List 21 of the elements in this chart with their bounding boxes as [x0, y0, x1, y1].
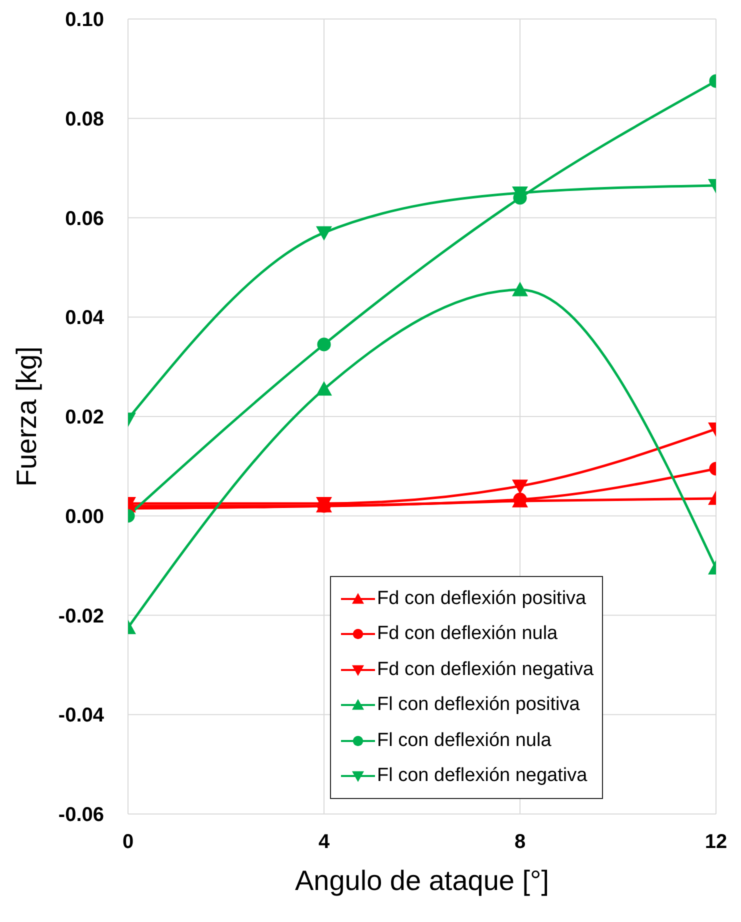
y-tick-label: 0.08	[65, 108, 104, 130]
x-tick-label: 12	[704, 831, 728, 854]
legend-label: Fl con deflexión positiva	[377, 694, 580, 716]
x-tick-label: 0	[122, 831, 134, 854]
y-tick-label: 0.00	[65, 506, 104, 528]
x-tick-label: 8	[514, 831, 526, 854]
y-tick-label: -0.06	[58, 804, 104, 826]
y-tick-label: 0.02	[65, 406, 104, 429]
legend-label: Fl con deflexión negativa	[377, 765, 588, 788]
y-tick-label: 0.04	[65, 307, 105, 330]
legend-label: Fd con deflexión positiva	[377, 588, 586, 610]
y-tick-label: -0.04	[58, 704, 105, 727]
legend-label: Fd con deflexión negativa	[377, 658, 594, 681]
legend-label: Fd con deflexión nula	[377, 623, 558, 646]
y-axis-title: Fuerza [kg]	[10, 346, 42, 487]
y-tick-label: 0.10	[65, 9, 104, 32]
x-axis-title: Angulo de ataque [°]	[294, 865, 550, 896]
x-tick-label: 4	[318, 831, 330, 854]
legend-label: Fl con deflexión nula	[377, 730, 552, 752]
y-tick-label: -0.02	[58, 605, 104, 628]
y-tick-label: 0.06	[65, 208, 104, 230]
